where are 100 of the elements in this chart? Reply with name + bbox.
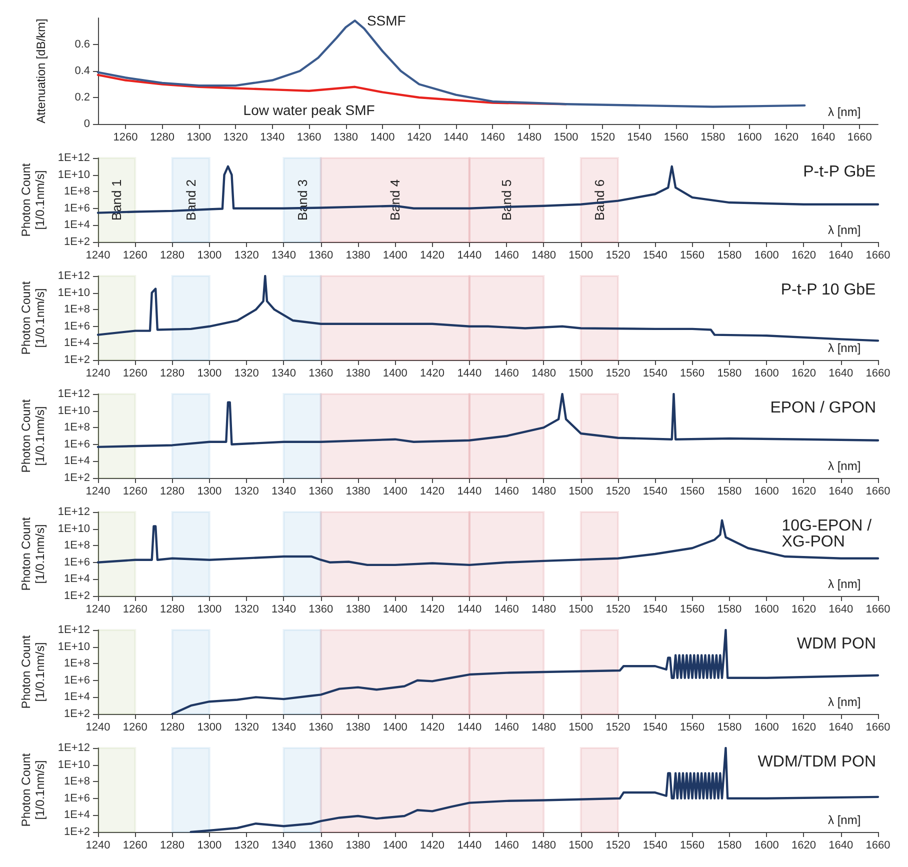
- y-tick-label: 1E+8: [64, 304, 90, 316]
- y-tick-label: 0: [84, 118, 90, 130]
- x-tick-label: 1520: [606, 486, 630, 498]
- x-tick-label: 1560: [680, 840, 705, 852]
- x-tick-label: 1660: [866, 604, 890, 616]
- x-tick-label: 1580: [717, 604, 742, 616]
- x-tick-label: 1460: [494, 250, 519, 262]
- x-tick-label: 1360: [308, 840, 334, 852]
- x-tick-label: 1340: [271, 250, 296, 262]
- x-tick-label: 1620: [791, 368, 816, 380]
- x-tick-label: 1380: [346, 840, 370, 852]
- x-tick-label: 1620: [791, 250, 816, 262]
- line-series: [96, 519, 880, 566]
- y-tick-label: 1E+6: [64, 438, 90, 450]
- line-series: [96, 392, 880, 448]
- x-tick-label: 1640: [828, 368, 854, 380]
- y-axis-title: Photon Count [1/0.1nm/s]: [18, 752, 47, 827]
- y-tick-label: 0.6: [74, 38, 90, 50]
- x-tick-label: 1420: [420, 722, 445, 734]
- y-axis-title: Photon Count [1/0.1nm/s]: [18, 516, 47, 591]
- x-tick-label: 1480: [531, 840, 556, 852]
- x-tick-label: 1500: [568, 840, 594, 852]
- x-tick-label: 1480: [531, 368, 556, 380]
- x-tick-label: 1420: [420, 250, 445, 262]
- y-tick-label: 1E+10: [58, 168, 90, 181]
- x-tick-label: 1540: [642, 250, 668, 262]
- x-tick-label: 1300: [197, 250, 222, 262]
- y-axis-title: Photon Count [1/0.1nm/s]: [18, 634, 47, 709]
- x-axis-title: λ [nm]: [828, 577, 861, 591]
- x-tick-label: 1280: [160, 722, 185, 734]
- x-tick-label: 1400: [382, 250, 408, 262]
- y-tick-label: 1E+4: [64, 219, 90, 232]
- x-tick-label: 1480: [531, 722, 556, 734]
- x-tick-label: 1380: [334, 132, 358, 144]
- x-tick-label: 1600: [754, 486, 779, 498]
- y-tick-label: 1E+2: [64, 590, 90, 602]
- y-tick-label: 1E+12: [58, 388, 90, 400]
- x-tick-label: 1340: [271, 722, 296, 734]
- y-tick-label: 1E+8: [64, 540, 90, 552]
- x-axis-title: λ [nm]: [828, 695, 861, 709]
- x-tick-label: 1580: [700, 132, 726, 144]
- band-label: Band 1: [109, 179, 124, 221]
- x-tick-label: 1260: [122, 250, 148, 262]
- x-tick-label: 1600: [754, 840, 779, 852]
- x-tick-label: 1600: [754, 722, 779, 734]
- x-tick-label: 1300: [197, 722, 222, 734]
- x-tick-label: 1580: [717, 250, 742, 262]
- x-tick-label: 1600: [754, 368, 779, 380]
- x-tick-label: 1260: [113, 132, 138, 144]
- x-tick-label: 1500: [554, 132, 578, 144]
- x-tick-label: 1640: [828, 486, 854, 498]
- y-tick-label: 0.2: [74, 92, 90, 104]
- x-tick-label: 1500: [568, 722, 594, 734]
- x-tick-label: 1360: [308, 604, 334, 616]
- x-tick-label: 1440: [444, 132, 468, 144]
- x-tick-label: 1380: [346, 722, 370, 734]
- y-tick-label: 1E+10: [58, 404, 90, 417]
- x-tick-label: 1280: [160, 486, 185, 498]
- x-tick-label: 1380: [346, 250, 370, 262]
- x-tick-label: 1320: [234, 368, 259, 380]
- x-tick-label: 1440: [457, 250, 482, 262]
- x-tick-label: 1620: [791, 604, 816, 616]
- y-tick-label: 1E+12: [58, 742, 90, 754]
- x-tick-label: 1320: [223, 132, 248, 144]
- x-tick-label: 1440: [457, 604, 482, 616]
- x-tick-label: 1600: [754, 604, 779, 616]
- x-tick-label: 1340: [271, 486, 296, 498]
- y-tick-label: 1E+4: [64, 573, 90, 586]
- y-tick-label: 1E+10: [58, 640, 90, 653]
- x-tick-label: 1400: [382, 486, 408, 498]
- y-tick-label: 1E+8: [64, 422, 90, 434]
- x-tick-label: 1380: [346, 368, 370, 380]
- y-tick-label: 1E+12: [58, 506, 90, 518]
- x-tick-label: 1440: [457, 722, 482, 734]
- x-tick-label: 1440: [457, 368, 482, 380]
- x-tick-label: 1240: [86, 722, 110, 734]
- x-tick-label: 1300: [197, 604, 222, 616]
- x-tick-label: 1440: [457, 840, 482, 852]
- x-tick-label: 1580: [717, 368, 742, 380]
- line-series: [190, 746, 880, 834]
- x-tick-label: 1360: [308, 722, 334, 734]
- x-tick-label: 1280: [160, 250, 185, 262]
- x-tick-label: 1280: [160, 368, 185, 380]
- x-tick-label: 1500: [568, 486, 594, 498]
- x-tick-label: 1660: [866, 250, 890, 262]
- x-tick-label: 1560: [680, 368, 705, 380]
- x-tick-label: 1660: [847, 132, 872, 144]
- x-tick-label: 1640: [828, 250, 854, 262]
- x-tick-label: 1460: [494, 840, 519, 852]
- x-tick-label: 1340: [271, 604, 296, 616]
- y-tick-label: 1E+12: [58, 624, 90, 636]
- x-tick-label: 1460: [494, 486, 519, 498]
- x-tick-label: 1520: [590, 132, 615, 144]
- x-tick-label: 1260: [122, 722, 148, 734]
- x-tick-label: 1380: [346, 604, 370, 616]
- x-tick-label: 1280: [160, 604, 185, 616]
- series-label: Low water peak SMF: [243, 102, 375, 118]
- x-tick-label: 1240: [86, 840, 110, 852]
- x-tick-label: 1420: [420, 604, 445, 616]
- chart-title: P-t-P 10 GbE: [780, 282, 876, 298]
